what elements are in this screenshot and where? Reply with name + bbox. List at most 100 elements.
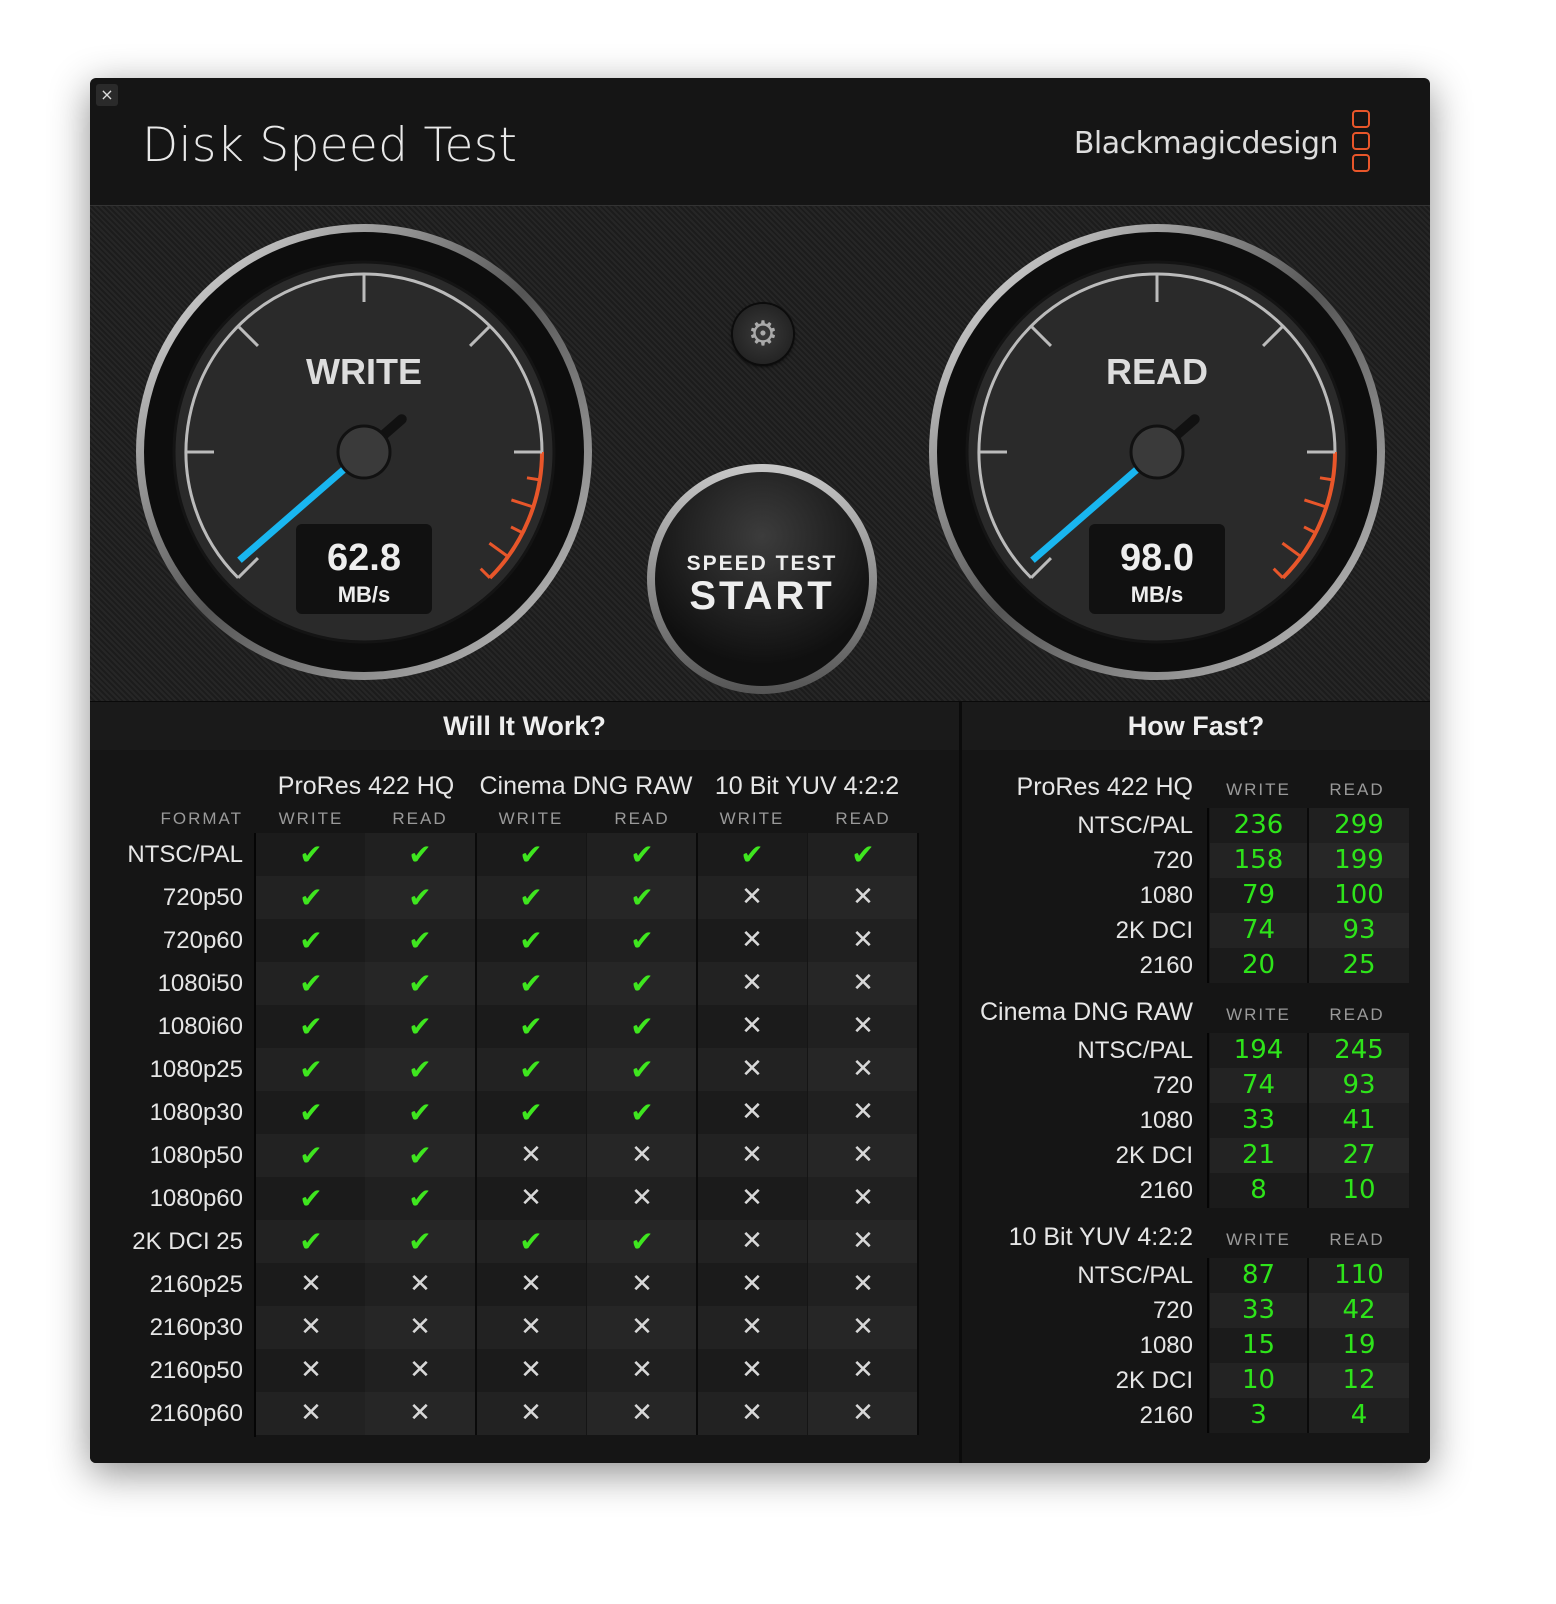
cross-icon: ✕ bbox=[476, 1177, 586, 1220]
format-label: 2K DCI 25 bbox=[132, 1228, 243, 1255]
cross-icon: ✕ bbox=[365, 1263, 475, 1306]
table-row: NTSC/PAL 194 245 bbox=[962, 1033, 1430, 1068]
brand-logo-text: Blackmagicdesign bbox=[1073, 126, 1339, 161]
gauge-redline-tick bbox=[1303, 498, 1327, 509]
write-speed: 15 bbox=[1210, 1328, 1307, 1363]
column-rule bbox=[475, 833, 477, 876]
table-row: 720p60 ✔ ✔ ✔ ✔ ✕ ✕ bbox=[90, 919, 959, 962]
table-row: 1080i60 ✔ ✔ ✔ ✔ ✕ ✕ bbox=[90, 1005, 959, 1048]
table-row: 720 33 42 bbox=[962, 1293, 1430, 1328]
cross-icon: ✕ bbox=[808, 1048, 918, 1091]
gauge-value: 62.8 bbox=[327, 537, 401, 579]
read-speed: 100 bbox=[1307, 878, 1409, 913]
table-row: NTSC/PAL ✔ ✔ ✔ ✔ ✔ ✔ bbox=[90, 833, 959, 876]
write-speed: 87 bbox=[1210, 1258, 1307, 1293]
read-speed: 25 bbox=[1307, 948, 1409, 983]
gauge-readout bbox=[1089, 524, 1225, 614]
section-divider bbox=[959, 702, 962, 1463]
format-label: 2160p50 bbox=[149, 1357, 243, 1384]
column-subheader: READ bbox=[614, 809, 670, 828]
gauge-value: 98.0 bbox=[1120, 537, 1194, 579]
gauge-readout bbox=[296, 524, 432, 614]
speed-group: 10 Bit YUV 4:2:2 WRITE READ NTSC/PAL 87 110 72… bbox=[962, 1217, 1430, 1437]
cross-icon: ✕ bbox=[808, 1263, 918, 1306]
write-speed: 20 bbox=[1210, 948, 1307, 983]
table-row: 1080p30 ✔ ✔ ✔ ✔ ✕ ✕ bbox=[90, 1091, 959, 1134]
check-icon: ✔ bbox=[476, 962, 586, 1005]
cross-icon: ✕ bbox=[697, 1220, 807, 1263]
gauge-tick bbox=[1262, 325, 1284, 347]
cross-icon: ✕ bbox=[587, 1263, 697, 1306]
will-it-work-title: Will It Work? bbox=[90, 702, 959, 750]
cross-icon: ✕ bbox=[697, 876, 807, 919]
cross-icon: ✕ bbox=[808, 919, 918, 962]
check-icon: ✔ bbox=[365, 1134, 475, 1177]
write-header: WRITE bbox=[1226, 780, 1291, 799]
column-rule bbox=[917, 1306, 919, 1349]
check-icon: ✔ bbox=[587, 1091, 697, 1134]
check-icon: ✔ bbox=[587, 962, 697, 1005]
resolution-label: NTSC/PAL bbox=[1077, 1037, 1193, 1064]
start-button[interactable]: SPEED TEST START bbox=[647, 464, 877, 694]
read-speed: 19 bbox=[1307, 1328, 1409, 1363]
table-rule bbox=[254, 833, 256, 1437]
column-rule bbox=[696, 833, 698, 876]
format-label: 720p50 bbox=[162, 884, 243, 911]
check-icon: ✔ bbox=[587, 919, 697, 962]
column-rule bbox=[475, 1005, 477, 1048]
column-rule bbox=[696, 1177, 698, 1220]
cross-icon: ✕ bbox=[697, 1134, 807, 1177]
codec-header: ProRes 422 HQ bbox=[277, 772, 455, 800]
speed-group: ProRes 422 HQ WRITE READ NTSC/PAL 236 299 720 1… bbox=[962, 767, 1430, 987]
column-rule bbox=[696, 876, 698, 919]
write-speed: 158 bbox=[1210, 843, 1307, 878]
check-icon: ✔ bbox=[476, 1005, 586, 1048]
gear-icon: ⚙ bbox=[747, 314, 779, 354]
check-icon: ✔ bbox=[587, 1048, 697, 1091]
column-rule bbox=[696, 1220, 698, 1263]
column-rule bbox=[696, 962, 698, 1005]
read-header: READ bbox=[1329, 1230, 1385, 1249]
table-rule bbox=[1207, 1258, 1209, 1433]
table-row: 2160 3 4 bbox=[962, 1398, 1430, 1433]
column-rule bbox=[475, 1263, 477, 1306]
column-subheader: WRITE bbox=[278, 809, 344, 828]
column-rule bbox=[917, 1177, 919, 1220]
cross-icon: ✕ bbox=[476, 1306, 586, 1349]
gauge-redline-tick bbox=[526, 476, 541, 482]
cross-icon: ✕ bbox=[256, 1263, 366, 1306]
format-label: 1080p25 bbox=[149, 1056, 243, 1083]
gauge-redline-tick bbox=[1303, 525, 1317, 535]
resolution-label: NTSC/PAL bbox=[1077, 1262, 1193, 1289]
check-icon: ✔ bbox=[256, 833, 366, 876]
column-rule bbox=[475, 1048, 477, 1091]
gauge-redline-tick bbox=[1281, 541, 1302, 558]
cross-icon: ✕ bbox=[365, 1306, 475, 1349]
read-speed: 12 bbox=[1307, 1363, 1409, 1398]
column-rule bbox=[475, 1220, 477, 1263]
column-rule bbox=[475, 1392, 477, 1435]
format-label: 1080p60 bbox=[149, 1185, 243, 1212]
settings-button[interactable]: ⚙ bbox=[733, 304, 793, 364]
codec-header: ProRes 422 HQ bbox=[1016, 773, 1193, 801]
column-rule bbox=[475, 1306, 477, 1349]
read-header: READ bbox=[1329, 780, 1385, 799]
start-button-label: START bbox=[689, 574, 835, 618]
format-label: 1080i60 bbox=[157, 1013, 243, 1040]
column-rule bbox=[475, 962, 477, 1005]
table-row: 1080 15 19 bbox=[962, 1328, 1430, 1363]
gauge-tick bbox=[1030, 325, 1052, 347]
gauge-redline-tick bbox=[488, 541, 509, 558]
close-button[interactable]: × bbox=[96, 84, 118, 106]
check-icon: ✔ bbox=[476, 1091, 586, 1134]
check-icon: ✔ bbox=[476, 1220, 586, 1263]
check-icon: ✔ bbox=[256, 1220, 366, 1263]
column-subheader: WRITE bbox=[719, 809, 785, 828]
cross-icon: ✕ bbox=[697, 1005, 807, 1048]
column-rule bbox=[696, 1091, 698, 1134]
resolution-label: 2K DCI bbox=[1115, 1367, 1193, 1394]
check-icon: ✔ bbox=[256, 1005, 366, 1048]
column-rule bbox=[917, 833, 919, 876]
cross-icon: ✕ bbox=[476, 1134, 586, 1177]
column-rule bbox=[917, 1220, 919, 1263]
